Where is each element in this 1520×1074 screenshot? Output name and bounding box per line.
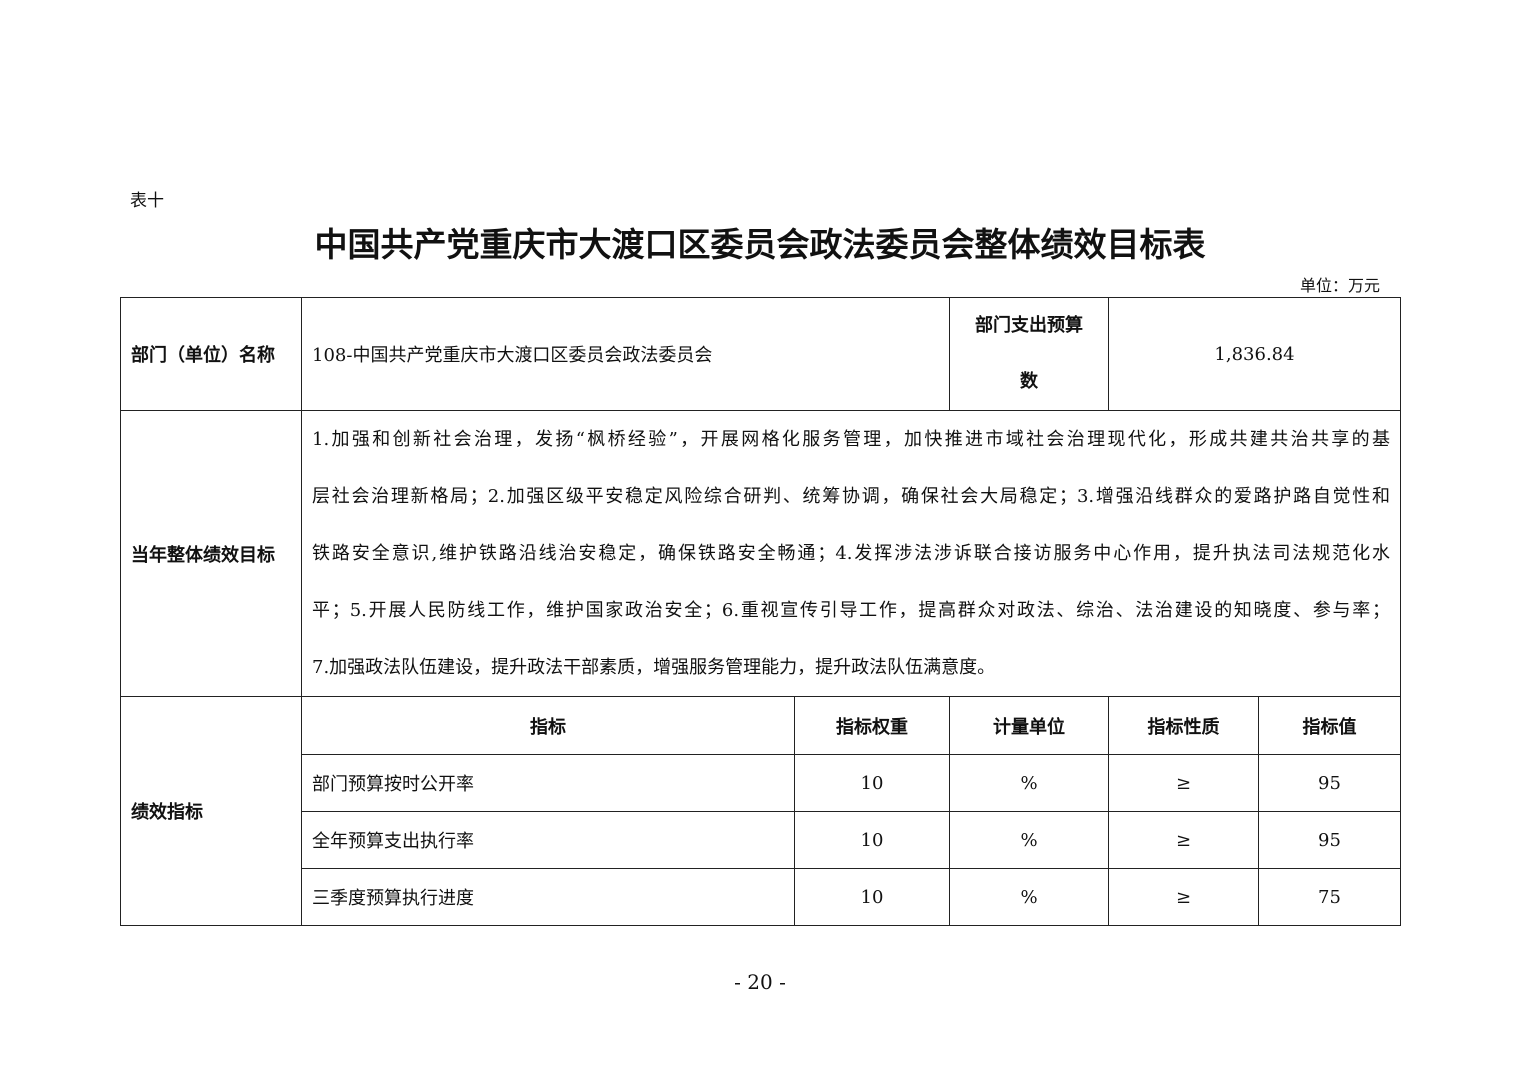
goals-label: 当年整体绩效目标	[120, 410, 302, 697]
table-row: 部门预算按时公开率 10 % ≥ 95	[121, 754, 1401, 812]
unit-label: 单位：万元	[1300, 276, 1381, 295]
budget-label-line2: 数	[1020, 371, 1038, 392]
goals-line: 7.加强政法队伍建设，提升政法干部素质，增强服务管理能力，提升政法队伍满意度。	[312, 657, 996, 678]
performance-table: 部门（单位）名称 108-中国共产党重庆市大渡口区委员会政法委员会 部门支出预算…	[120, 297, 1401, 926]
table-label: 表十	[130, 191, 164, 211]
indicator-name: 部门预算按时公开率	[301, 754, 795, 812]
indicator-weight: 10	[794, 754, 950, 812]
goals-row: 当年整体绩效目标 1.加强和创新社会治理，发扬“枫桥经验”，开展网格化服务管理，…	[120, 410, 1401, 697]
budget-value: 1,836.84	[1108, 297, 1401, 411]
indicator-nature: ≥	[1108, 868, 1259, 926]
indicator-header-row: 绩效指标 指标 指标权重 计量单位 指标性质 指标值	[120, 696, 1401, 926]
dept-row: 部门（单位）名称 108-中国共产党重庆市大渡口区委员会政法委员会 部门支出预算…	[120, 297, 1401, 411]
goals-line: 平；5.开展人民防线工作，维护国家政治安全；6.重视宣传引导工作，提高群众对政法…	[312, 600, 1390, 621]
dept-label: 部门（单位）名称	[120, 297, 302, 411]
dept-name: 108-中国共产党重庆市大渡口区委员会政法委员会	[301, 297, 950, 411]
indicator-name: 全年预算支出执行率	[301, 811, 795, 869]
indicator-unit: %	[949, 868, 1109, 926]
page-title: 中国共产党重庆市大渡口区委员会政法委员会整体绩效目标表	[314, 225, 1206, 264]
goals-line: 1.加强和创新社会治理，发扬“枫桥经验”，开展网格化服务管理，加快推进市域社会治…	[312, 429, 1390, 450]
header-nature: 指标性质	[1108, 696, 1259, 755]
goals-text: 1.加强和创新社会治理，发扬“枫桥经验”，开展网格化服务管理，加快推进市域社会治…	[301, 410, 1401, 697]
header-weight: 指标权重	[794, 696, 950, 755]
indicator-name: 三季度预算执行进度	[301, 868, 795, 926]
indicator-value: 75	[1258, 868, 1401, 926]
indicator-unit: %	[949, 754, 1109, 812]
page-number: - 20 -	[734, 970, 786, 994]
header-unit: 计量单位	[949, 696, 1109, 755]
table-row: 全年预算支出执行率 10 % ≥ 95	[121, 811, 1401, 869]
budget-label-line1: 部门支出预算	[975, 315, 1083, 336]
table-row: 三季度预算执行进度 10 % ≥ 75	[121, 868, 1401, 926]
goals-line: 铁路安全意识,维护铁路沿线治安稳定，确保铁路安全畅通；4.发挥涉法涉诉联合接访服…	[312, 543, 1390, 564]
goals-line: 层社会治理新格局；2.加强区级平安稳定风险综合研判、统筹协调，确保社会大局稳定；…	[312, 486, 1390, 507]
indicator-value: 95	[1258, 811, 1401, 869]
indicator-nature: ≥	[1108, 754, 1259, 812]
budget-label: 部门支出预算数	[949, 297, 1109, 411]
header-indicator: 指标	[301, 696, 795, 755]
header-value: 指标值	[1258, 696, 1401, 755]
indicator-weight: 10	[794, 868, 950, 926]
indicator-unit: %	[949, 811, 1109, 869]
indicator-weight: 10	[794, 811, 950, 869]
indicator-nature: ≥	[1108, 811, 1259, 869]
indicator-value: 95	[1258, 754, 1401, 812]
indicators-label: 绩效指标	[120, 696, 302, 926]
